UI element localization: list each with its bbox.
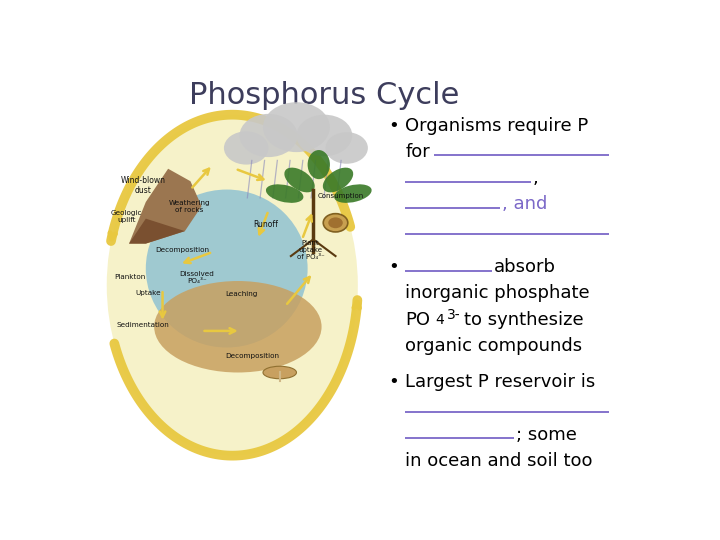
Text: Sedimentation: Sedimentation bbox=[117, 322, 169, 328]
Text: ,: , bbox=[533, 169, 539, 187]
Circle shape bbox=[263, 102, 330, 152]
Ellipse shape bbox=[323, 167, 354, 192]
Circle shape bbox=[328, 218, 343, 228]
Text: Plankton: Plankton bbox=[114, 274, 146, 280]
Text: Wind-blown
dust: Wind-blown dust bbox=[120, 176, 166, 195]
Text: Decomposition: Decomposition bbox=[225, 353, 279, 359]
Text: ; some: ; some bbox=[516, 426, 577, 444]
Text: PO: PO bbox=[405, 310, 431, 329]
Circle shape bbox=[323, 214, 348, 232]
Text: Weathering
of rocks: Weathering of rocks bbox=[168, 200, 210, 213]
Text: inorganic phosphate: inorganic phosphate bbox=[405, 285, 590, 302]
Text: Runoff: Runoff bbox=[253, 220, 278, 230]
Text: •: • bbox=[389, 258, 400, 276]
Polygon shape bbox=[129, 168, 202, 244]
Text: to synthesize: to synthesize bbox=[464, 310, 583, 329]
Text: Largest P reservoir is: Largest P reservoir is bbox=[405, 374, 595, 391]
Text: Organisms require P: Organisms require P bbox=[405, 117, 588, 135]
Text: , and: , and bbox=[502, 195, 547, 213]
Text: •: • bbox=[389, 374, 400, 391]
Circle shape bbox=[240, 114, 297, 157]
Ellipse shape bbox=[334, 184, 372, 203]
Circle shape bbox=[297, 114, 352, 156]
Text: for: for bbox=[405, 143, 430, 161]
Circle shape bbox=[224, 131, 269, 165]
Ellipse shape bbox=[145, 190, 307, 348]
Text: organic compounds: organic compounds bbox=[405, 337, 582, 355]
Text: Leaching: Leaching bbox=[225, 291, 258, 298]
Ellipse shape bbox=[263, 366, 297, 379]
Text: Decomposition: Decomposition bbox=[155, 247, 209, 253]
Text: Geologic
uplift: Geologic uplift bbox=[111, 210, 142, 223]
Ellipse shape bbox=[266, 184, 303, 203]
Circle shape bbox=[325, 132, 368, 164]
Text: 4: 4 bbox=[435, 313, 444, 327]
Text: Plant
uptake
of PO₄³⁻: Plant uptake of PO₄³⁻ bbox=[297, 240, 324, 260]
Text: Dissolved
PO₄³⁻: Dissolved PO₄³⁻ bbox=[180, 271, 215, 284]
Text: in ocean and soil too: in ocean and soil too bbox=[405, 452, 593, 470]
Text: 3-: 3- bbox=[447, 308, 461, 322]
Text: •: • bbox=[389, 117, 400, 135]
Ellipse shape bbox=[284, 167, 315, 192]
Text: Uptake: Uptake bbox=[136, 289, 161, 296]
Text: Consumption: Consumption bbox=[318, 193, 364, 199]
Text: absorb: absorb bbox=[493, 258, 555, 276]
Polygon shape bbox=[129, 219, 185, 244]
Ellipse shape bbox=[154, 281, 322, 373]
Text: Phosphorus Cycle: Phosphorus Cycle bbox=[189, 82, 459, 111]
Ellipse shape bbox=[107, 114, 358, 456]
Ellipse shape bbox=[307, 150, 330, 179]
